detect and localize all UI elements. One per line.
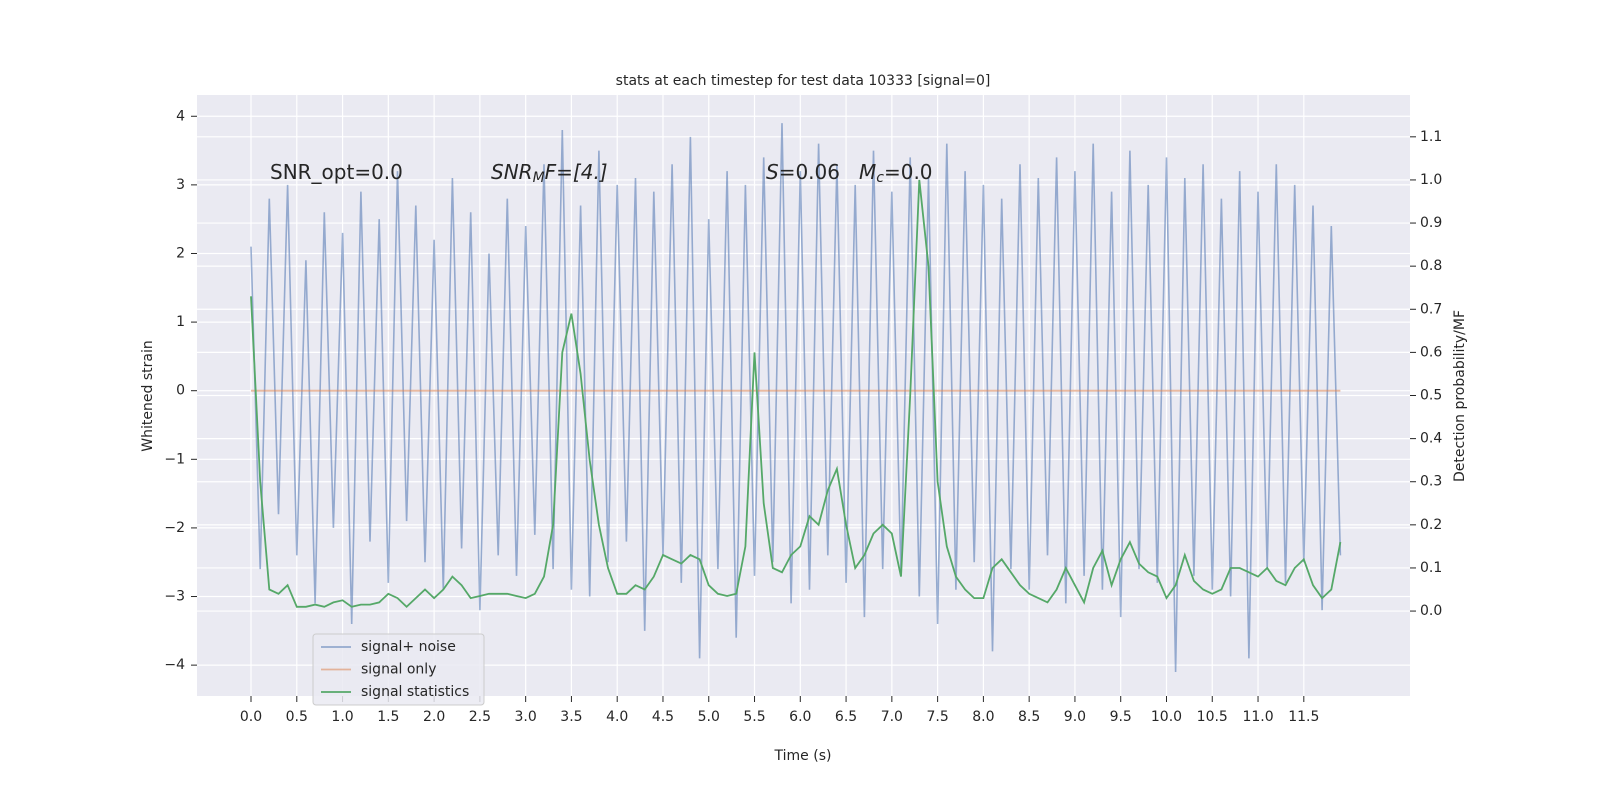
x-tick-label: 8.5 xyxy=(1018,709,1040,725)
y2-tick-label: 0.4 xyxy=(1420,431,1442,447)
annotation-main: M xyxy=(859,160,876,184)
y2-tick-label: 0.7 xyxy=(1420,301,1442,317)
x-tick-label: 3.0 xyxy=(515,709,537,725)
y2-tick-label: 0.9 xyxy=(1420,215,1442,231)
x-tick-label: 2.5 xyxy=(469,709,491,725)
x-tick-label: 7.0 xyxy=(881,709,903,725)
x-tick-label: 5.5 xyxy=(743,709,765,725)
annotation: Mc=0.0 xyxy=(859,160,933,187)
x-tick-label: 1.0 xyxy=(331,709,353,725)
x-tick-label: 10.0 xyxy=(1151,709,1182,725)
annotation: SNR_opt=0.0 xyxy=(270,160,403,184)
y-tick-label: 2 xyxy=(176,245,185,261)
y-tick-label: −4 xyxy=(164,657,185,673)
y2-tick-label: 0.5 xyxy=(1420,388,1442,404)
x-tick-label: 6.0 xyxy=(789,709,811,725)
x-tick-label: 0.0 xyxy=(240,709,262,725)
y-tick-label: 1 xyxy=(176,314,185,330)
annotation-main: SNR xyxy=(491,160,533,184)
y2-tick-label: 0.8 xyxy=(1420,258,1442,274)
y2-tick-label: 1.1 xyxy=(1420,129,1442,145)
legend: signal+ noise signal only signal statistic… xyxy=(312,633,485,706)
y-tick-label: −1 xyxy=(164,451,185,467)
y-tick-label: −2 xyxy=(164,520,185,536)
annotation-main: S xyxy=(766,160,779,184)
x-tick-label: 9.5 xyxy=(1110,709,1132,725)
x-tick-label: 11.5 xyxy=(1288,709,1319,725)
series-line xyxy=(250,123,1342,673)
x-tick-label: 4.5 xyxy=(652,709,674,725)
annotation-rest: =0.0 xyxy=(884,160,933,184)
y2-tick-label: 0.2 xyxy=(1420,517,1442,533)
x-axis-label: Time (s) xyxy=(774,748,832,764)
legend-label: signal+ noise xyxy=(361,639,456,655)
x-tick-label: 6.5 xyxy=(835,709,857,725)
annotation-main: SNR_opt=0.0 xyxy=(270,160,403,184)
x-tick-label: 4.0 xyxy=(606,709,628,725)
y-tick-label: 4 xyxy=(176,108,185,124)
x-tick-label: 3.5 xyxy=(560,709,582,725)
annotation-rest: =0.06 xyxy=(779,160,840,184)
x-tick-label: 2.0 xyxy=(423,709,445,725)
x-tick-label: 9.0 xyxy=(1064,709,1086,725)
x-tick-label: 0.5 xyxy=(286,709,308,725)
legend-box xyxy=(312,633,485,706)
y2-axis-label: Detection probability/MF xyxy=(1452,310,1468,482)
x-tick-label: 7.5 xyxy=(926,709,948,725)
legend-label: signal only xyxy=(361,662,436,678)
x-tick-label: 11.0 xyxy=(1242,709,1273,725)
marks xyxy=(250,123,1342,673)
y2-tick-label: 0.3 xyxy=(1420,474,1442,490)
y-tick-label: 0 xyxy=(176,383,185,399)
x-tick-label: 8.0 xyxy=(972,709,994,725)
annotation-sub: M xyxy=(533,170,545,186)
y2-tick-label: 1.0 xyxy=(1420,172,1442,188)
annotation: S=0.06 xyxy=(766,160,840,184)
y2-tick-label: 0.6 xyxy=(1420,344,1442,360)
y2-tick-label: 0.0 xyxy=(1420,603,1442,619)
annotation-sub: c xyxy=(876,170,884,186)
chart-title: stats at each timestep for test data 103… xyxy=(616,73,991,89)
legend-label: signal statistics xyxy=(361,684,469,700)
x-tick-label: 10.5 xyxy=(1197,709,1228,725)
x-tick-label: 5.0 xyxy=(698,709,720,725)
annotations: SNR_opt=0.0 SNRMF=[4.] S=0.06 Mc=0.0 xyxy=(270,160,933,187)
annotation: SNRMF=[4.] xyxy=(491,160,608,187)
y-tick-label: 3 xyxy=(176,177,185,193)
annotation-rest: F=[4.] xyxy=(545,160,608,184)
y-tick-label: −3 xyxy=(164,589,185,605)
y2-tick-label: 0.1 xyxy=(1420,560,1442,576)
y-axis-label: Whitened strain xyxy=(140,340,156,451)
series-line xyxy=(250,179,1342,609)
x-tick-label: 1.5 xyxy=(377,709,399,725)
